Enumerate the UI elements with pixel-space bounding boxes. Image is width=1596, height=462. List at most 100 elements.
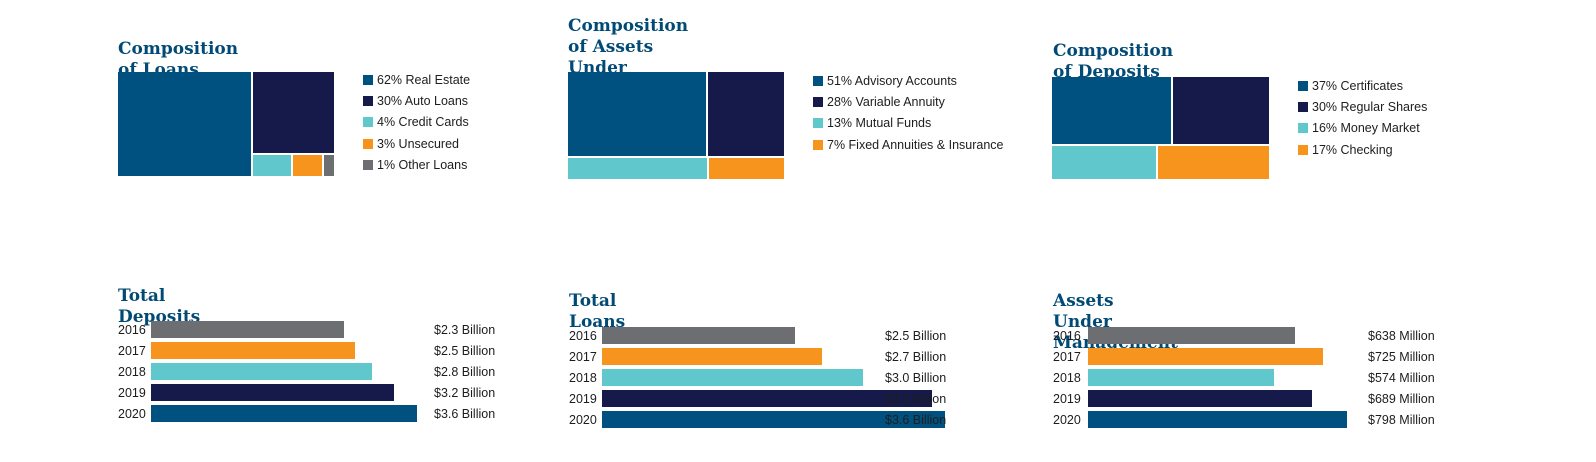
legend-label: 13% Mutual Funds — [827, 116, 932, 131]
bar-value-label: $2.8 Billion — [434, 365, 496, 379]
legend-label: 17% Checking — [1312, 142, 1393, 157]
bar — [602, 327, 795, 344]
bar — [151, 342, 355, 359]
legend-swatch — [813, 118, 823, 129]
legend-item: 7% Fixed Annuities & Insurance — [813, 134, 1004, 155]
bar-category-label: 2018 — [569, 371, 597, 385]
bar-chart: 2016 $638 Million 2017 $725 Million 2018 $574… — [1053, 327, 1438, 433]
treemap-cell-credit-cards — [252, 154, 292, 176]
legend-label: 30% Auto Loans — [377, 93, 469, 108]
legend: 62% Real Estate 30% Auto Loans 4% Credit… — [363, 69, 470, 175]
bar-row: 2016 $2.3 Billion — [118, 321, 498, 342]
bar-value-label: $638 Million — [1368, 329, 1435, 343]
bar-chart: 2016 $2.5 Billion 2017 $2.7 Billion 2018 $3.0… — [569, 327, 949, 433]
legend-item: 28% Variable Annuity — [813, 91, 1004, 112]
treemap-cell-variable-annuity — [708, 72, 784, 156]
treemap-cell-money-market — [1052, 146, 1157, 179]
bar — [602, 369, 863, 386]
legend-swatch — [363, 95, 373, 106]
bar — [1088, 348, 1323, 365]
treemap — [568, 72, 784, 179]
legend-swatch — [813, 139, 823, 150]
treemap-cell-certificates — [1052, 77, 1171, 144]
bar-category-label: 2019 — [569, 392, 597, 406]
bar-value-label: $3.5 Billion — [885, 392, 947, 406]
legend-label: 7% Fixed Annuities & Insurance — [827, 137, 1004, 152]
bar — [151, 363, 372, 380]
bar-value-label: $725 Million — [1368, 350, 1435, 364]
legend-label: 62% Real Estate — [377, 72, 471, 87]
legend-item: 30% Regular Shares — [1298, 96, 1427, 117]
bar-category-label: 2016 — [118, 323, 146, 337]
bar-row: 2020 $3.6 Billion — [118, 405, 498, 426]
legend-item: 17% Checking — [1298, 139, 1427, 160]
bar-category-label: 2017 — [569, 350, 597, 364]
bar-row: 2016 $2.5 Billion — [569, 327, 949, 348]
bar-value-label: $3.2 Billion — [434, 386, 496, 400]
legend-item: 16% Money Market — [1298, 118, 1427, 139]
bar — [1088, 369, 1274, 386]
legend-swatch — [813, 96, 823, 107]
treemap-cell-regular-shares — [1172, 77, 1269, 144]
bar-row: 2016 $638 Million — [1053, 327, 1438, 348]
legend-swatch — [1298, 101, 1308, 112]
legend-label: 37% Certificates — [1312, 78, 1404, 93]
bar-row: 2020 $798 Million — [1053, 411, 1438, 432]
bar — [151, 321, 344, 338]
bar-row: 2020 $3.6 Billion — [569, 411, 949, 432]
legend: 51% Advisory Accounts 28% Variable Annui… — [813, 70, 1004, 155]
treemap-cell-auto-loans — [252, 72, 334, 153]
bar-category-label: 2020 — [118, 407, 146, 421]
legend-swatch — [813, 75, 823, 86]
legend-swatch — [363, 74, 373, 85]
treemap-cell-unsecured — [293, 154, 323, 176]
legend-swatch — [363, 159, 373, 170]
legend-swatch — [1298, 80, 1308, 91]
bar-value-label: $689 Million — [1368, 392, 1435, 406]
legend-swatch — [363, 117, 373, 128]
legend: 37% Certificates 30% Regular Shares 16% … — [1298, 75, 1427, 160]
legend-item: 4% Credit Cards — [363, 112, 470, 133]
bar — [602, 348, 822, 365]
bar-value-label: $798 Million — [1368, 413, 1435, 427]
bar-category-label: 2017 — [118, 344, 146, 358]
bar-category-label: 2019 — [118, 386, 146, 400]
legend-swatch — [1298, 123, 1308, 134]
legend-item: 51% Advisory Accounts — [813, 70, 1004, 91]
bar-row: 2019 $689 Million — [1053, 390, 1438, 411]
bar-row: 2017 $2.5 Billion — [118, 342, 498, 363]
treemap-cell-advisory-accounts — [568, 72, 707, 156]
legend-item: 30% Auto Loans — [363, 90, 470, 111]
bar-row: 2018 $574 Million — [1053, 369, 1438, 390]
bar-category-label: 2017 — [1053, 350, 1081, 364]
bar-row: 2019 $3.2 Billion — [118, 384, 498, 405]
bar-value-label: $2.7 Billion — [885, 350, 947, 364]
bar-row: 2017 $725 Million — [1053, 348, 1438, 369]
legend-item: 1% Other Loans — [363, 154, 470, 175]
bar-category-label: 2018 — [118, 365, 146, 379]
bar — [602, 411, 945, 428]
legend-swatch — [1298, 144, 1308, 155]
bar-value-label: $2.5 Billion — [434, 344, 496, 358]
bar-category-label: 2020 — [569, 413, 597, 427]
legend-item: 13% Mutual Funds — [813, 113, 1004, 134]
bar — [602, 390, 932, 407]
legend-swatch — [363, 138, 373, 149]
bar-row: 2019 $3.5 Billion — [569, 390, 949, 411]
bar — [1088, 327, 1295, 344]
treemap — [1052, 77, 1269, 179]
bar-category-label: 2018 — [1053, 371, 1081, 385]
bar-chart: 2016 $2.3 Billion 2017 $2.5 Billion 2018 $2.8… — [118, 321, 498, 427]
legend-label: 4% Credit Cards — [377, 115, 469, 130]
bar-row: 2018 $3.0 Billion — [569, 369, 949, 390]
bar-value-label: $2.3 Billion — [434, 323, 496, 337]
legend-item: 37% Certificates — [1298, 75, 1427, 96]
bar — [1088, 390, 1312, 407]
legend-label: 16% Money Market — [1312, 121, 1420, 136]
bar-category-label: 2020 — [1053, 413, 1081, 427]
bar-value-label: $2.5 Billion — [885, 329, 947, 343]
bar-value-label: $3.6 Billion — [885, 413, 947, 427]
bar-row: 2018 $2.8 Billion — [118, 363, 498, 384]
legend-label: 51% Advisory Accounts — [827, 73, 957, 88]
legend-label: 1% Other Loans — [377, 157, 468, 172]
